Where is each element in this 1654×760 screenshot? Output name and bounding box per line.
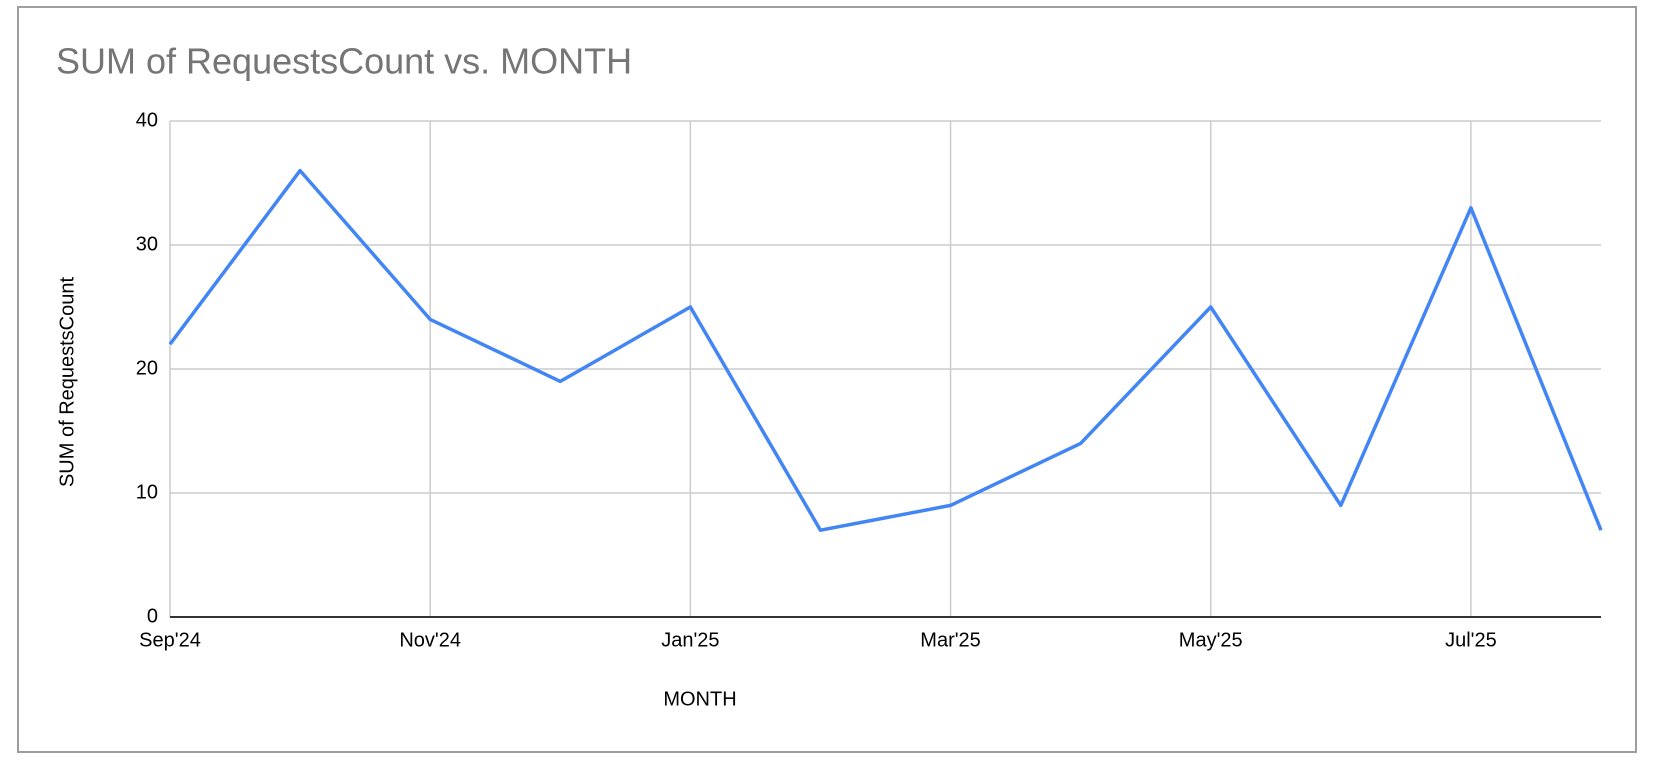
y-tick-label: 40 — [136, 109, 158, 131]
x-tick-label: Sep'24 — [139, 629, 201, 651]
x-tick-label: Jul'25 — [1445, 629, 1497, 651]
y-tick-label: 10 — [136, 481, 158, 503]
x-axis-title: MONTH — [663, 688, 736, 710]
x-tick-label: May'25 — [1179, 629, 1243, 651]
chart-title: SUM of RequestsCount vs. MONTH — [56, 41, 632, 82]
x-tick-label: Mar'25 — [920, 629, 981, 651]
x-tick-label: Jan'25 — [661, 629, 719, 651]
y-tick-label: 20 — [136, 357, 158, 379]
y-axis-title: SUM of RequestsCount — [56, 277, 78, 488]
y-tick-label: 0 — [147, 605, 158, 627]
chart-border — [17, 6, 1637, 753]
x-tick-label: Nov'24 — [399, 629, 461, 651]
y-tick-label: 30 — [136, 233, 158, 255]
line-series — [168, 168, 1603, 532]
